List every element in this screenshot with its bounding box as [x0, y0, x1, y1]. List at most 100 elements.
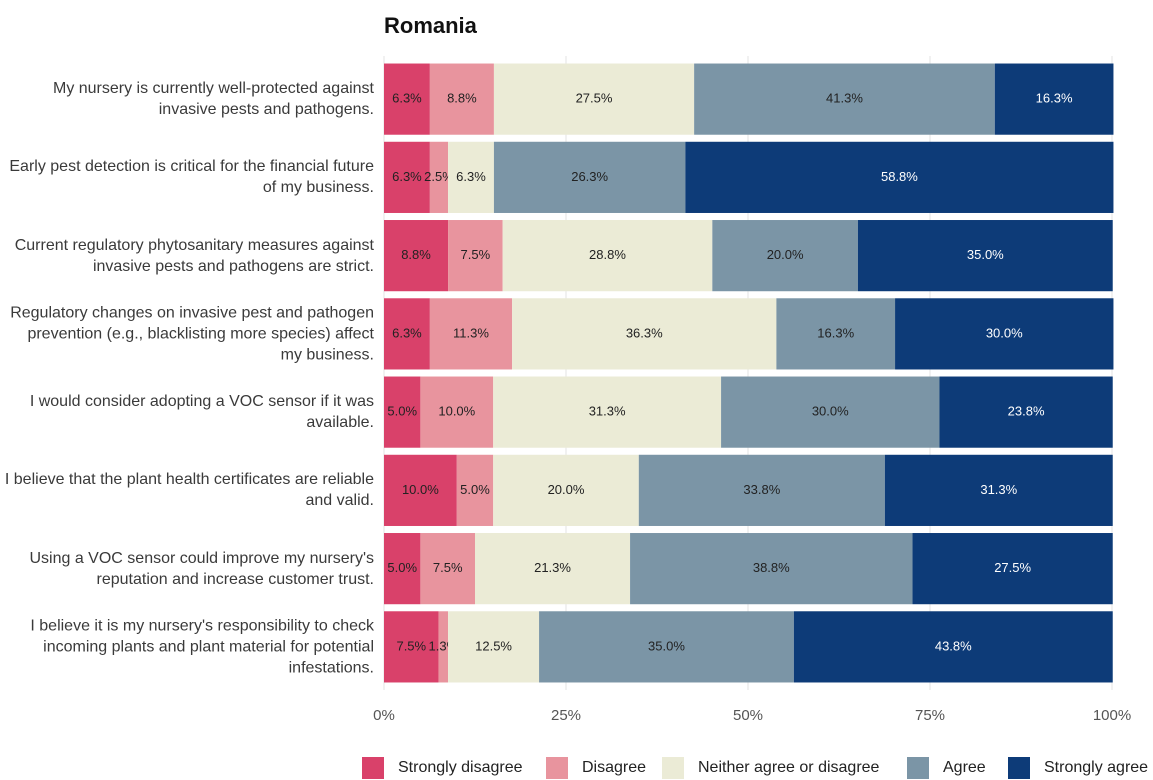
data-label: 7.5%: [396, 638, 426, 653]
data-label: 12.5%: [475, 638, 512, 653]
bar-segment: [429, 63, 494, 135]
bar-segment: [438, 611, 449, 683]
bar-segment: [493, 63, 695, 135]
bar-segment: [384, 454, 457, 526]
data-label: 26.3%: [571, 169, 608, 184]
data-label: 31.3%: [980, 482, 1017, 497]
data-label: 6.3%: [456, 169, 486, 184]
data-label: 21.3%: [534, 560, 571, 575]
data-label: 7.5%: [433, 560, 463, 575]
data-label: 20.0%: [548, 482, 585, 497]
bar-segment: [384, 533, 421, 605]
data-label: 35.0%: [967, 247, 1004, 262]
data-label: 31.3%: [589, 404, 626, 419]
data-label: 43.8%: [935, 638, 972, 653]
bar-segment: [884, 454, 1113, 526]
y-tick-label: I believe it is my nursery's responsibil…: [30, 617, 374, 677]
bar-segment: [694, 63, 995, 135]
x-tick-label: 75%: [915, 707, 945, 724]
bar-segment: [420, 533, 475, 605]
bar-segment: [721, 376, 940, 448]
bar-segment: [994, 63, 1114, 135]
bar-segment: [448, 141, 494, 213]
y-tick-label: My nursery is currently well-protected a…: [52, 80, 374, 119]
data-label: 5.0%: [387, 560, 417, 575]
legend-swatch: [546, 757, 568, 779]
bar-segment: [512, 298, 777, 370]
data-label: 10.0%: [402, 482, 439, 497]
bar-segment: [384, 63, 430, 135]
bar-segment: [420, 376, 494, 448]
x-tick-label: 0%: [373, 707, 395, 724]
data-label: 27.5%: [994, 560, 1031, 575]
bar-segment: [448, 611, 540, 683]
bar-segment: [448, 220, 503, 292]
bar-segment: [384, 220, 449, 292]
data-label: 20.0%: [767, 247, 804, 262]
legend-swatch: [907, 757, 929, 779]
bar-segment: [539, 611, 794, 683]
chart-title: Romania: [384, 13, 478, 38]
data-label: 16.3%: [1036, 91, 1073, 106]
data-label: 38.8%: [753, 560, 790, 575]
legend-swatch: [362, 757, 384, 779]
data-label: 23.8%: [1008, 404, 1045, 419]
data-label: 6.3%: [392, 325, 422, 340]
bar-segment: [630, 533, 913, 605]
legend-swatch: [1008, 757, 1030, 779]
data-label: 10.0%: [438, 404, 475, 419]
bar-segment: [712, 220, 858, 292]
bar-segment: [493, 141, 686, 213]
data-label: 7.5%: [461, 247, 491, 262]
data-label: 35.0%: [648, 638, 685, 653]
legend-label: Strongly agree: [1044, 759, 1148, 776]
data-label: 5.0%: [387, 404, 417, 419]
data-label: 8.8%: [447, 91, 477, 106]
legend-label: Disagree: [582, 759, 646, 776]
bar-segment: [384, 298, 430, 370]
bar-segment: [456, 454, 494, 526]
bar-segment: [429, 298, 513, 370]
x-tick-label: 50%: [733, 707, 763, 724]
bar-segment: [384, 141, 430, 213]
bar-segment: [912, 533, 1113, 605]
bar-segment: [638, 454, 885, 526]
y-tick-label: Regulatory changes on invasive pest and …: [10, 304, 374, 364]
bar-segment: [475, 533, 631, 605]
legend-label: Agree: [943, 759, 986, 776]
y-tick-label: Early pest detection is critical for the…: [9, 158, 374, 197]
data-label: 30.0%: [812, 404, 849, 419]
y-tick-label: Using a VOC sensor could improve my nurs…: [29, 549, 374, 588]
data-label: 2.5%: [424, 169, 454, 184]
bar-segment: [384, 611, 439, 683]
data-label: 6.3%: [392, 91, 422, 106]
bar-segment: [685, 141, 1114, 213]
legend-swatch: [662, 757, 684, 779]
bar-segment: [429, 141, 449, 213]
legend-label: Strongly disagree: [398, 759, 523, 776]
bar-segment: [793, 611, 1113, 683]
bar-segment: [939, 376, 1113, 448]
data-label: 16.3%: [817, 325, 854, 340]
y-tick-label: I believe that the plant health certific…: [4, 471, 374, 510]
bar-segment: [895, 298, 1114, 370]
bar-segment: [776, 298, 896, 370]
bar-segment: [857, 220, 1113, 292]
x-tick-label: 100%: [1093, 707, 1131, 724]
bar-segment: [384, 376, 421, 448]
data-label: 5.0%: [460, 482, 490, 497]
data-label: 41.3%: [826, 91, 863, 106]
data-label: 36.3%: [626, 325, 663, 340]
y-tick-label: Current regulatory phytosanitary measure…: [14, 236, 374, 275]
bar-segment: [493, 454, 639, 526]
data-label: 58.8%: [881, 169, 918, 184]
data-label: 28.8%: [589, 247, 626, 262]
y-tick-label: I would consider adopting a VOC sensor i…: [29, 393, 374, 432]
data-label: 27.5%: [576, 91, 613, 106]
legend-label: Neither agree or disagree: [698, 759, 880, 776]
bar-segment: [502, 220, 713, 292]
x-tick-label: 25%: [551, 707, 581, 724]
data-label: 30.0%: [986, 325, 1023, 340]
